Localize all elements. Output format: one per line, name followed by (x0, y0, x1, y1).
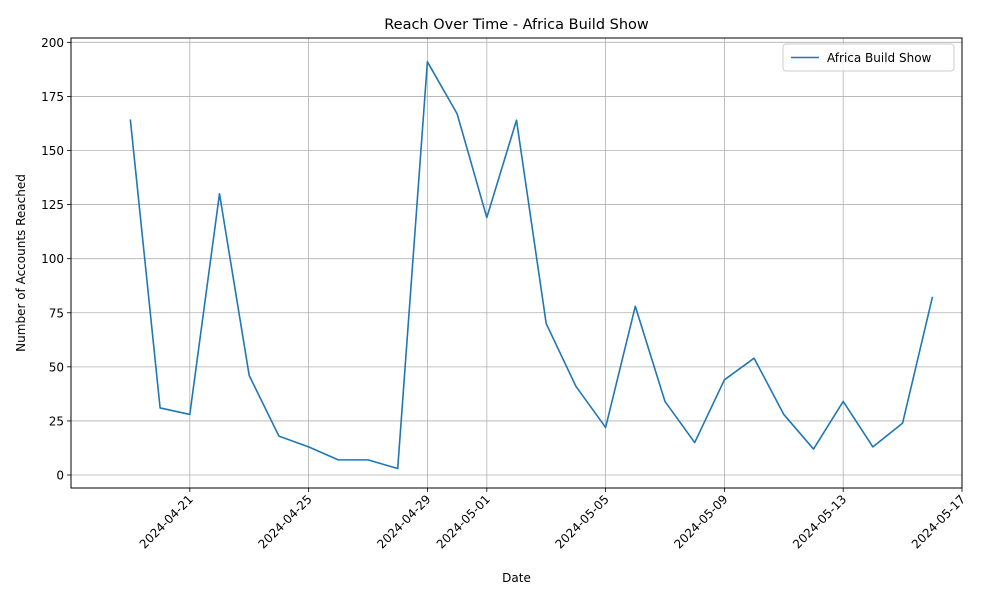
x-axis-title: Date (502, 571, 531, 585)
legend-label: Africa Build Show (827, 51, 932, 65)
y-tick-label: 175 (41, 90, 64, 104)
y-tick-label: 50 (49, 360, 64, 374)
series-lines (129, 60, 934, 470)
series-line (129, 60, 934, 470)
y-tick-label: 150 (41, 144, 64, 158)
y-tick-label: 100 (41, 252, 64, 266)
legend: Africa Build Show (782, 43, 955, 72)
plot-area-frame (70, 37, 963, 489)
chart-title: Reach Over Time - Africa Build Show (384, 17, 649, 33)
y-axis-ticks: 0 25 50 75 100 125 150 175 200 (41, 36, 71, 483)
y-tick-label: 75 (49, 306, 64, 320)
grid-lines (71, 38, 963, 488)
y-tick-label: 0 (56, 469, 64, 483)
y-tick-label: 25 (49, 414, 64, 428)
y-tick-label: 200 (41, 36, 64, 50)
y-tick-label: 125 (41, 198, 64, 212)
y-axis-title: Number of Accounts Reached (14, 174, 28, 352)
legend-box (782, 43, 955, 72)
